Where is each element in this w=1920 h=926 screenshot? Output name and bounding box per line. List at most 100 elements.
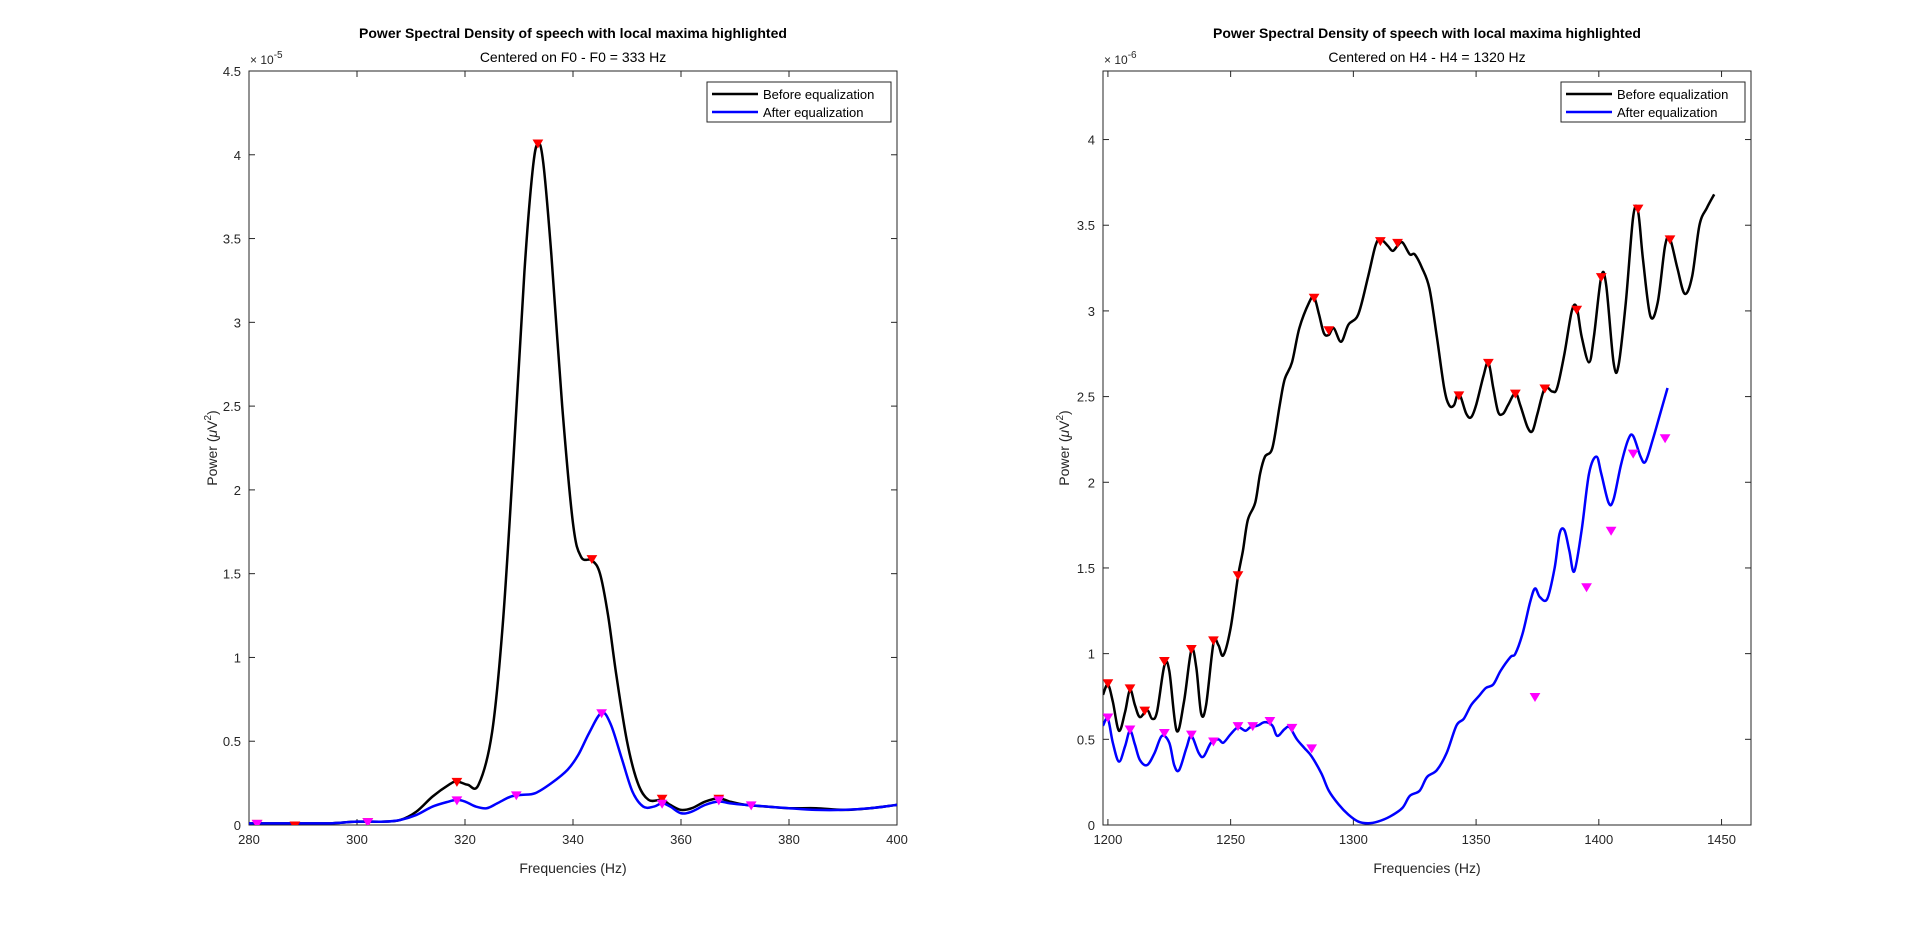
- peak-marker: [251, 819, 263, 825]
- peak-marker: [1185, 730, 1197, 740]
- peak-marker: [745, 801, 757, 811]
- peak-marker: [1264, 716, 1276, 726]
- peak-marker: [1482, 358, 1494, 368]
- y-label-suffix: ): [204, 410, 220, 415]
- chart-panel-h4: Power Spectral Density of speech with lo…: [1055, 25, 1752, 876]
- legend-label-before: Before equalization: [1617, 87, 1728, 102]
- y-label-suffix: ): [1056, 410, 1072, 415]
- y-axis-label: Power (μV2): [1055, 410, 1072, 485]
- x-tick-label: 280: [238, 832, 260, 847]
- y-exponent-power: -5: [274, 50, 283, 61]
- y-exponent-power: -6: [1128, 50, 1137, 61]
- peak-marker: [1208, 636, 1219, 646]
- y-exponent-label: × 10-6: [1104, 50, 1137, 67]
- x-axis-label: Frequencies (Hz): [519, 860, 626, 876]
- chart-title: Power Spectral Density of speech with lo…: [359, 25, 787, 41]
- peak-marker: [1571, 305, 1583, 315]
- peak-marker: [362, 818, 374, 825]
- peak-marker: [1158, 728, 1170, 738]
- peak-marker: [1539, 384, 1551, 394]
- peak-marker: [510, 791, 522, 801]
- peak-marker: [1308, 293, 1320, 303]
- plot-area: [248, 70, 898, 826]
- y-label-mu: μ: [1056, 430, 1072, 439]
- peak-marker: [1103, 713, 1114, 723]
- series-before: [1103, 193, 1716, 733]
- x-tick-label: 380: [778, 832, 800, 847]
- peak-marker: [532, 139, 544, 149]
- legend-label-before: Before equalization: [763, 87, 874, 102]
- x-tick-label: 340: [562, 832, 584, 847]
- peak-marker: [1232, 571, 1244, 581]
- series-after: [249, 711, 897, 825]
- legend: Before equalization After equalization: [1560, 81, 1746, 123]
- y-label-mu: μ: [204, 430, 220, 439]
- x-tick-label: 1200: [1093, 832, 1122, 847]
- x-tick-label: 300: [346, 832, 368, 847]
- legend-box: [1560, 81, 1746, 123]
- peak-marker: [289, 821, 301, 825]
- peak-marker: [1509, 389, 1521, 399]
- peak-marker: [1208, 737, 1219, 747]
- peak-marker: [656, 799, 668, 809]
- y-tick-label: 3.5: [1077, 218, 1095, 233]
- peak-markers-after: [251, 709, 757, 825]
- peak-markers-after: [1103, 434, 1671, 754]
- peak-marker: [451, 796, 463, 806]
- y-tick-label: 0.5: [1077, 732, 1095, 747]
- peak-marker: [1247, 722, 1259, 732]
- legend: Before equalization After equalization: [706, 81, 892, 123]
- peak-marker: [451, 777, 463, 787]
- peak-marker: [1185, 644, 1197, 654]
- peak-marker: [656, 794, 668, 804]
- x-axis-label: Frequencies (Hz): [1373, 860, 1480, 876]
- y-tick-label: 3.5: [223, 232, 241, 247]
- y-tick-label: 2.5: [1077, 390, 1095, 405]
- peak-marker: [596, 709, 608, 719]
- y-tick-label: 2: [234, 483, 241, 498]
- y-tick-label: 1.5: [223, 567, 241, 582]
- plot-area: [1102, 70, 1752, 826]
- y-label-prefix: Power (: [1056, 437, 1072, 486]
- peak-marker: [1659, 434, 1671, 444]
- y-tick-label: 3: [234, 315, 241, 330]
- peak-marker: [713, 796, 725, 806]
- peak-marker: [1124, 684, 1136, 694]
- peak-marker: [1627, 449, 1639, 459]
- legend-label-after: After equalization: [763, 105, 863, 120]
- legend-label-after: After equalization: [1617, 105, 1717, 120]
- y-tick-label: 1: [1088, 647, 1095, 662]
- peak-marker: [1392, 238, 1403, 248]
- y-label-prefix: Power (: [204, 437, 220, 486]
- x-tick-label: 1300: [1339, 832, 1368, 847]
- chart-title: Power Spectral Density of speech with lo…: [1213, 25, 1641, 41]
- y-tick-label: 0.5: [223, 734, 241, 749]
- y-tick-label: 1: [234, 650, 241, 665]
- y-label-unit: V: [204, 420, 220, 430]
- peak-marker: [1323, 326, 1335, 336]
- y-exponent-base: × 10: [1104, 53, 1128, 67]
- chart-subtitle: Centered on F0 - F0 = 333 Hz: [480, 49, 666, 65]
- peak-marker: [1232, 722, 1244, 732]
- y-tick-label: 0: [234, 818, 241, 833]
- x-tick-label: 320: [454, 832, 476, 847]
- peak-marker: [1306, 744, 1318, 754]
- peak-marker: [1139, 706, 1151, 716]
- peak-marker: [1529, 692, 1541, 702]
- peak-marker: [1605, 526, 1617, 536]
- x-tick-label: 1400: [1584, 832, 1613, 847]
- peak-marker: [586, 555, 598, 565]
- peak-markers-before: [1103, 204, 1676, 716]
- peak-marker: [1103, 679, 1114, 689]
- peak-marker: [1664, 235, 1676, 245]
- peak-marker: [1595, 273, 1607, 283]
- y-label-unit: V: [1056, 420, 1072, 430]
- y-tick-label: 4: [234, 148, 241, 163]
- y-tick-label: 2.5: [223, 399, 241, 414]
- peak-marker: [1158, 656, 1170, 666]
- y-tick-label: 2: [1088, 475, 1095, 490]
- peak-marker: [1124, 725, 1136, 735]
- peak-marker: [1581, 583, 1592, 593]
- y-tick-label: 4: [1088, 133, 1095, 148]
